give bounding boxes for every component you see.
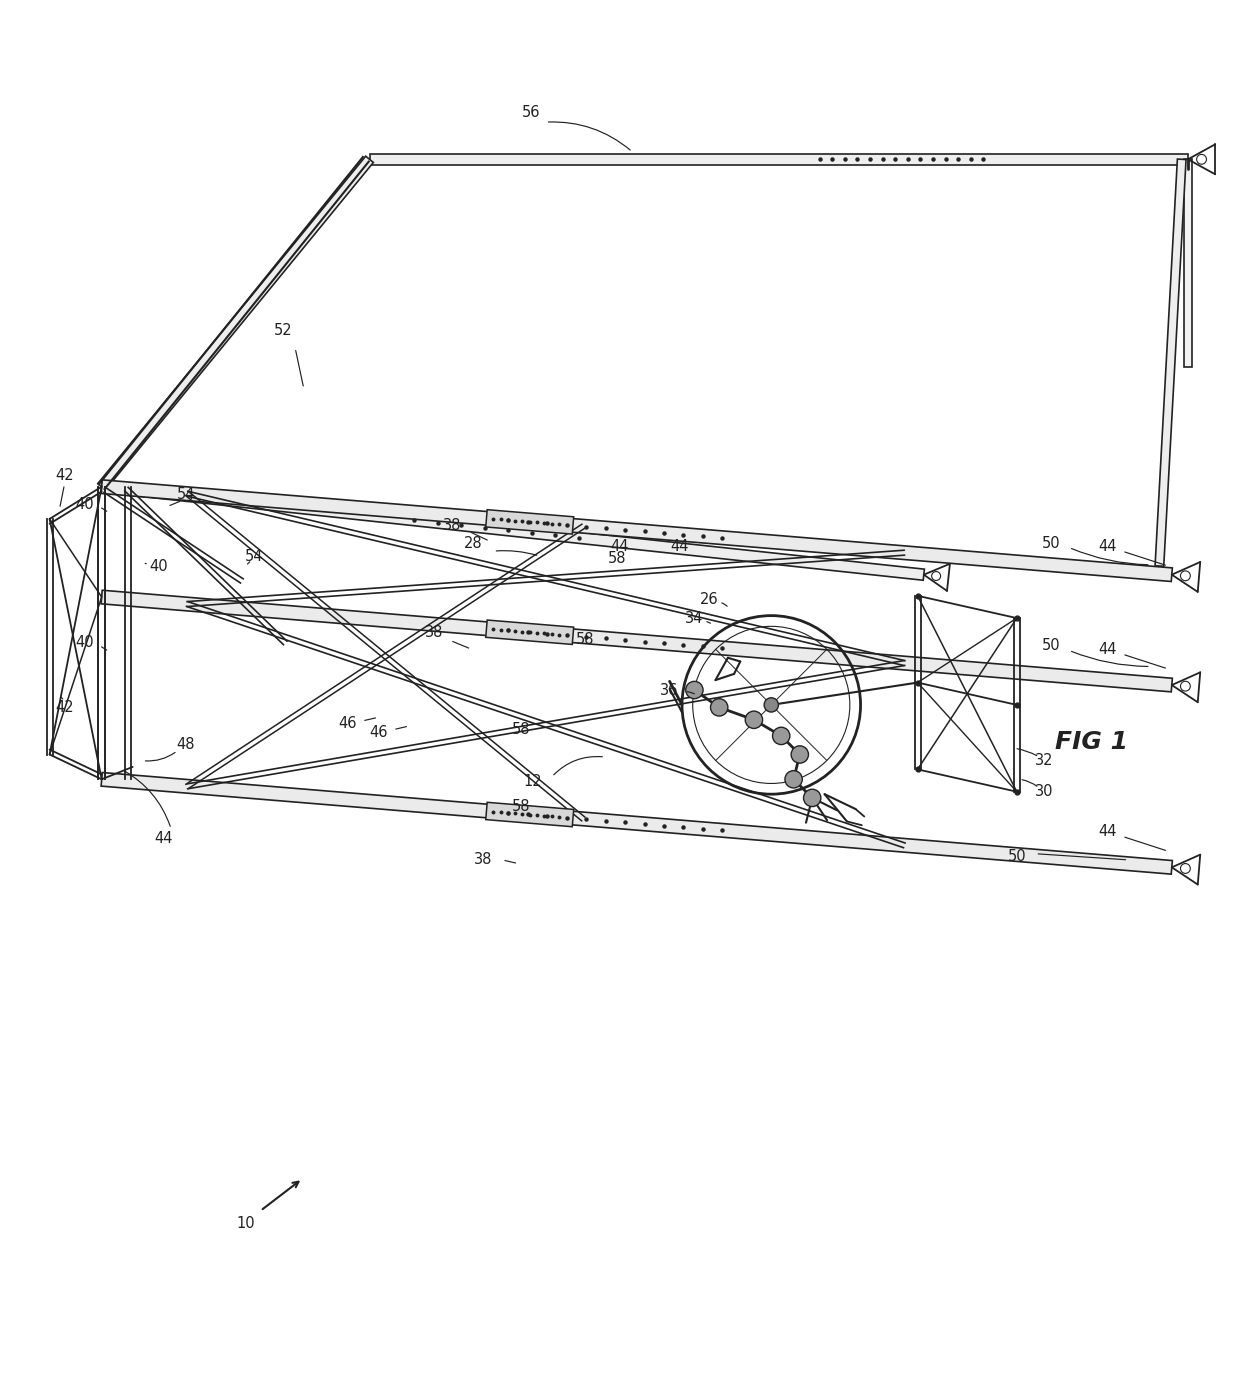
Text: 50: 50 xyxy=(1042,638,1061,652)
Text: 44: 44 xyxy=(155,831,172,846)
Text: 40: 40 xyxy=(74,496,94,511)
Text: 12: 12 xyxy=(523,774,543,789)
Text: 58: 58 xyxy=(512,799,529,814)
Text: 38: 38 xyxy=(475,852,492,867)
Text: 50: 50 xyxy=(1042,536,1061,551)
Text: 58: 58 xyxy=(609,551,626,566)
Text: 36: 36 xyxy=(661,683,678,698)
Circle shape xyxy=(785,770,802,788)
Text: 30: 30 xyxy=(1035,784,1053,799)
Text: 44: 44 xyxy=(1099,539,1116,554)
Text: 46: 46 xyxy=(339,716,356,731)
Text: 32: 32 xyxy=(1035,753,1053,769)
Polygon shape xyxy=(1156,159,1185,566)
Text: 28: 28 xyxy=(464,536,484,551)
Polygon shape xyxy=(98,157,373,490)
Text: 34: 34 xyxy=(686,611,703,626)
Polygon shape xyxy=(486,620,574,644)
Text: FIG 1: FIG 1 xyxy=(1055,730,1127,753)
Text: 56: 56 xyxy=(522,105,539,119)
Polygon shape xyxy=(102,773,1172,874)
Circle shape xyxy=(1180,681,1190,691)
Circle shape xyxy=(931,572,941,580)
Text: 10: 10 xyxy=(236,1216,255,1231)
Text: 52: 52 xyxy=(273,323,293,338)
Circle shape xyxy=(686,681,703,698)
Text: 42: 42 xyxy=(55,699,74,715)
Circle shape xyxy=(711,698,728,716)
Polygon shape xyxy=(102,479,1172,582)
Polygon shape xyxy=(1183,159,1193,367)
Circle shape xyxy=(804,789,821,806)
Circle shape xyxy=(1197,154,1207,165)
Circle shape xyxy=(1180,864,1190,874)
Text: 48: 48 xyxy=(177,737,195,752)
Polygon shape xyxy=(102,481,924,580)
Text: 38: 38 xyxy=(425,626,443,640)
Text: 58: 58 xyxy=(512,722,529,737)
Text: 44: 44 xyxy=(611,539,629,554)
Circle shape xyxy=(745,711,763,729)
Text: 58: 58 xyxy=(577,632,594,647)
Text: 26: 26 xyxy=(699,591,719,607)
Polygon shape xyxy=(102,590,1172,692)
Text: 42: 42 xyxy=(55,468,74,483)
Circle shape xyxy=(773,727,790,745)
Text: 44: 44 xyxy=(1099,641,1116,656)
Text: 38: 38 xyxy=(444,518,461,533)
Text: 54: 54 xyxy=(246,548,263,564)
Polygon shape xyxy=(486,802,574,827)
Polygon shape xyxy=(486,510,574,535)
Text: 44: 44 xyxy=(671,539,688,554)
Text: 40: 40 xyxy=(74,636,94,651)
Polygon shape xyxy=(370,154,1188,165)
Circle shape xyxy=(791,745,808,763)
Text: 54: 54 xyxy=(177,486,195,501)
Circle shape xyxy=(1180,571,1190,580)
Text: 50: 50 xyxy=(1007,849,1027,864)
Text: 40: 40 xyxy=(149,558,169,573)
Text: 46: 46 xyxy=(370,724,387,740)
Circle shape xyxy=(764,698,779,712)
Text: 44: 44 xyxy=(1099,824,1116,839)
